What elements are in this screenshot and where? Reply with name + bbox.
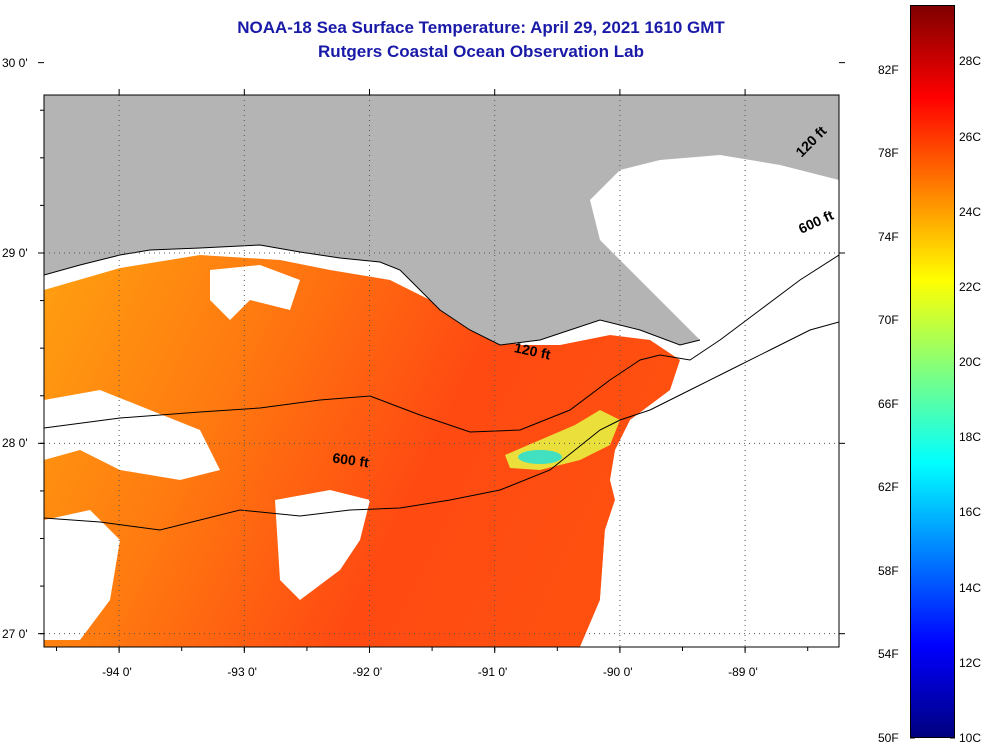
colorbar-fahrenheit-label: 66F [878,396,899,411]
colorbar-celsius-label: 20C [959,355,982,370]
colorbar-celsius-label: 12C [959,655,982,670]
contour-label: 600 ft [332,449,371,470]
colorbar-fahrenheit-label: 58F [878,563,899,578]
lon-tick-label: -89 0' [728,665,758,679]
colorbar-celsius-label: 22C [959,279,982,294]
cloud-patch [275,490,370,600]
colorbar-celsius-label: 18C [959,430,982,445]
temperature-colorbar [910,5,955,738]
colorbar-fahrenheit-label: 74F [878,229,899,244]
map-subtitle: Rutgers Coastal Ocean Observation Lab [318,42,644,61]
lon-tick-label: -93 0' [227,665,257,679]
cloud-patch [44,510,120,640]
lat-tick-label: 29 0' [2,245,28,260]
colorbar-fahrenheit-label: 82F [878,62,899,77]
lat-tick-label: 28 0' [2,436,28,451]
sst-field [44,255,680,647]
east-clouds [580,320,839,647]
lat-tick-label: 27 0' [2,626,28,641]
plot-frame [43,94,840,648]
contour-label: 120 ft [513,339,552,362]
lon-tick-label: -94 0' [102,665,132,679]
colorbar-fahrenheit-label: 62F [878,480,899,495]
colorbar-celsius-label: 26C [959,129,982,144]
cloud-patch [44,390,220,480]
colorbar-celsius-label: 14C [959,580,982,595]
land [44,95,839,345]
colorbar-celsius-label: 10C [959,731,982,745]
colorbar-celsius-label: 24C [959,204,982,219]
lat-tick-label: 30 0' [2,55,28,70]
coastline [44,244,701,346]
colorbar-fahrenheit-label: 50F [878,731,899,745]
colorbar-fahrenheit-label: 78F [878,146,899,161]
lon-tick-label: -90 0' [602,665,633,679]
colorbar-celsius-label: 28C [959,54,982,69]
map-title: NOAA-18 Sea Surface Temperature: April 2… [237,18,725,37]
cloud-patch [210,265,300,320]
contour-120ft [44,254,839,433]
colorbar-fahrenheit-label: 54F [878,647,899,662]
lon-tick-label: -92 0' [352,665,383,679]
cold-core [518,450,562,464]
colorbar-fahrenheit-label: 70F [878,313,899,328]
contour-600ft [44,321,839,531]
lon-tick-label: -91 0' [477,665,508,679]
colorbar-celsius-label: 16C [959,505,982,520]
